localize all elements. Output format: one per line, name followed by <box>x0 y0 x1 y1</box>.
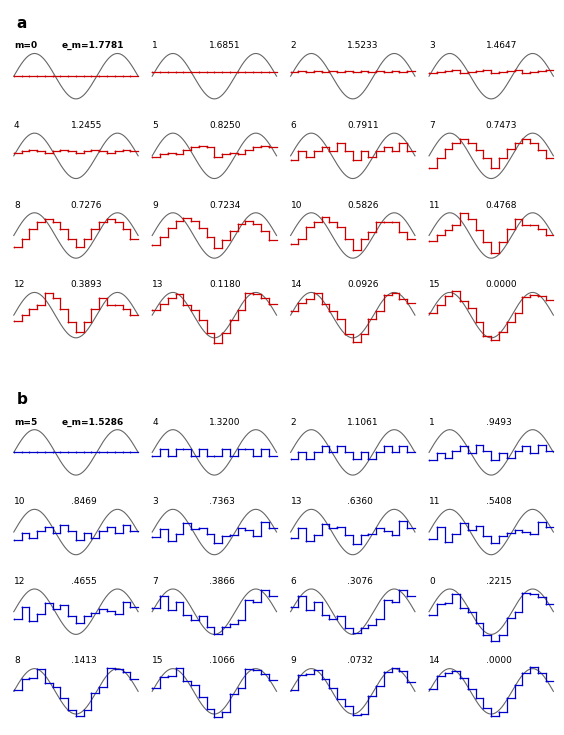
Text: .6360: .6360 <box>347 497 373 506</box>
Text: 0: 0 <box>429 577 435 586</box>
Text: 8: 8 <box>14 201 20 209</box>
Text: 0.7276: 0.7276 <box>70 201 102 209</box>
Text: 1.6851: 1.6851 <box>209 41 241 50</box>
Text: 2: 2 <box>291 417 296 426</box>
Text: .0732: .0732 <box>347 656 373 665</box>
Text: 1.1061: 1.1061 <box>347 417 379 426</box>
Text: 4: 4 <box>14 121 20 130</box>
Text: 4: 4 <box>152 417 158 426</box>
Text: 0.5826: 0.5826 <box>347 201 379 209</box>
Text: 0.0000: 0.0000 <box>486 280 518 290</box>
Text: 5: 5 <box>152 121 158 130</box>
Text: 9: 9 <box>152 201 158 209</box>
Text: 1.3200: 1.3200 <box>209 417 240 426</box>
Text: 0.7234: 0.7234 <box>209 201 240 209</box>
Text: 1.4647: 1.4647 <box>486 41 517 50</box>
Text: 8: 8 <box>14 656 20 665</box>
Text: 0.3893: 0.3893 <box>70 280 102 290</box>
Text: 7: 7 <box>429 121 435 130</box>
Text: 3: 3 <box>152 497 158 506</box>
Text: m=0: m=0 <box>14 41 37 50</box>
Text: 13: 13 <box>152 280 164 290</box>
Text: .7363: .7363 <box>209 497 235 506</box>
Text: 1: 1 <box>152 41 158 50</box>
Text: e_m=1.7781: e_m=1.7781 <box>61 41 124 51</box>
Text: 1: 1 <box>429 417 435 426</box>
Text: .4655: .4655 <box>70 577 96 586</box>
Text: 6: 6 <box>291 121 297 130</box>
Text: 10: 10 <box>291 201 302 209</box>
Text: .8469: .8469 <box>70 497 96 506</box>
Text: 1.2455: 1.2455 <box>70 121 102 130</box>
Text: .1413: .1413 <box>70 656 96 665</box>
Text: .0000: .0000 <box>486 656 512 665</box>
Text: 0.7473: 0.7473 <box>486 121 517 130</box>
Text: 0.1180: 0.1180 <box>209 280 241 290</box>
Text: 0.4768: 0.4768 <box>486 201 517 209</box>
Text: 10: 10 <box>14 497 25 506</box>
Text: 15: 15 <box>429 280 440 290</box>
Text: a: a <box>17 15 27 31</box>
Text: .5408: .5408 <box>486 497 512 506</box>
Text: 1.5233: 1.5233 <box>347 41 379 50</box>
Text: 12: 12 <box>14 280 25 290</box>
Text: 0.8250: 0.8250 <box>209 121 240 130</box>
Text: 12: 12 <box>14 577 25 586</box>
Text: e_m=1.5286: e_m=1.5286 <box>61 417 124 426</box>
Text: 0.7911: 0.7911 <box>347 121 379 130</box>
Text: .3076: .3076 <box>347 577 373 586</box>
Text: 9: 9 <box>291 656 297 665</box>
Text: 2: 2 <box>291 41 296 50</box>
Text: .1066: .1066 <box>209 656 235 665</box>
Text: 13: 13 <box>291 497 302 506</box>
Text: 3: 3 <box>429 41 435 50</box>
Text: 6: 6 <box>291 577 297 586</box>
Text: m=5: m=5 <box>14 417 37 426</box>
Text: 11: 11 <box>429 497 440 506</box>
Text: .3866: .3866 <box>209 577 235 586</box>
Text: 7: 7 <box>152 577 158 586</box>
Text: 14: 14 <box>291 280 302 290</box>
Text: 15: 15 <box>152 656 164 665</box>
Text: b: b <box>17 392 28 406</box>
Text: 0.0926: 0.0926 <box>347 280 379 290</box>
Text: .9493: .9493 <box>486 417 512 426</box>
Text: .2215: .2215 <box>486 577 512 586</box>
Text: 14: 14 <box>429 656 440 665</box>
Text: 11: 11 <box>429 201 440 209</box>
